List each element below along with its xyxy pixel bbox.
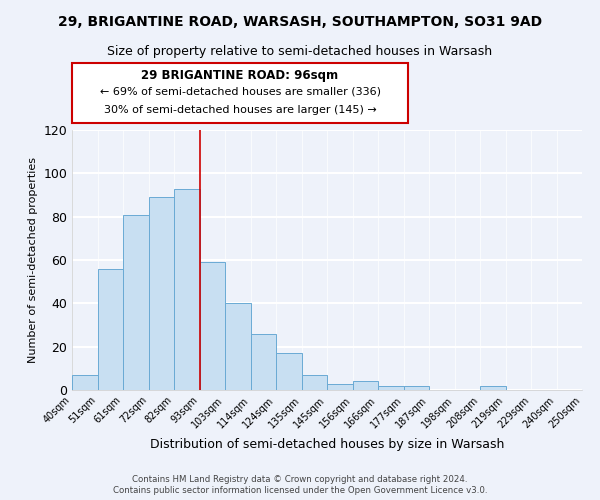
Bar bbox=[302, 375, 327, 390]
Bar bbox=[276, 353, 302, 390]
Bar bbox=[225, 304, 251, 390]
Text: ← 69% of semi-detached houses are smaller (336): ← 69% of semi-detached houses are smalle… bbox=[100, 86, 380, 97]
Bar bbox=[97, 268, 123, 390]
Bar bbox=[327, 384, 353, 390]
Bar bbox=[72, 375, 97, 390]
Y-axis label: Number of semi-detached properties: Number of semi-detached properties bbox=[28, 157, 38, 363]
Text: Contains HM Land Registry data © Crown copyright and database right 2024.: Contains HM Land Registry data © Crown c… bbox=[132, 475, 468, 484]
Bar bbox=[404, 386, 429, 390]
Bar bbox=[123, 214, 149, 390]
Text: Contains public sector information licensed under the Open Government Licence v3: Contains public sector information licen… bbox=[113, 486, 487, 495]
Bar bbox=[480, 386, 505, 390]
Text: Size of property relative to semi-detached houses in Warsash: Size of property relative to semi-detach… bbox=[107, 45, 493, 58]
Bar bbox=[251, 334, 276, 390]
Bar bbox=[174, 188, 199, 390]
Text: 29, BRIGANTINE ROAD, WARSASH, SOUTHAMPTON, SO31 9AD: 29, BRIGANTINE ROAD, WARSASH, SOUTHAMPTO… bbox=[58, 15, 542, 29]
Bar bbox=[353, 382, 378, 390]
X-axis label: Distribution of semi-detached houses by size in Warsash: Distribution of semi-detached houses by … bbox=[150, 438, 504, 451]
Bar bbox=[378, 386, 404, 390]
Text: 30% of semi-detached houses are larger (145) →: 30% of semi-detached houses are larger (… bbox=[104, 105, 376, 115]
Text: 29 BRIGANTINE ROAD: 96sqm: 29 BRIGANTINE ROAD: 96sqm bbox=[142, 68, 338, 82]
Bar bbox=[199, 262, 225, 390]
Bar bbox=[149, 197, 174, 390]
